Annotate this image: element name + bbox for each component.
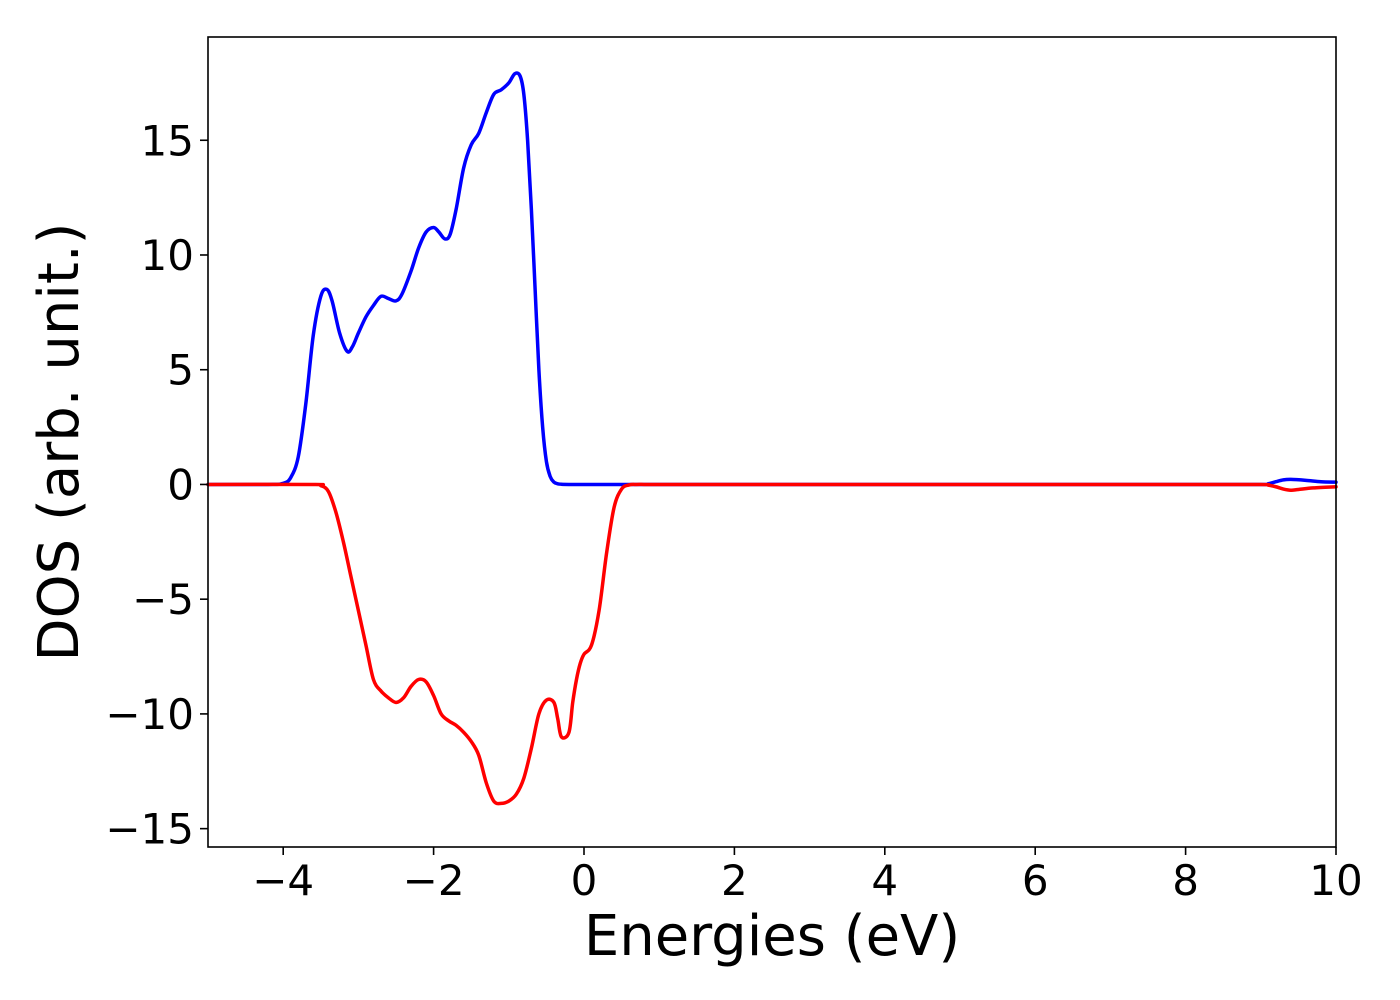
x-tick-label: 0 xyxy=(571,856,598,905)
plot-frame xyxy=(207,36,1337,848)
x-tick-label: 10 xyxy=(1309,856,1362,905)
series-line-blue xyxy=(206,71,1338,487)
y-tick-label: 0 xyxy=(167,460,194,509)
y-tick-label: −15 xyxy=(105,805,194,854)
x-tick-label: −4 xyxy=(252,856,314,905)
y-tick-label: 5 xyxy=(167,346,194,395)
x-axis-ticks: −4 −2 0 2 4 6 8 10 xyxy=(252,847,1363,905)
y-tick-label: 15 xyxy=(141,116,194,165)
y-tick-label: −10 xyxy=(105,690,194,739)
x-tick-label: 8 xyxy=(1172,856,1199,905)
y-tick-label: 10 xyxy=(141,231,194,280)
x-tick-label: 6 xyxy=(1022,856,1049,905)
x-tick-label: −2 xyxy=(403,856,465,905)
series-line-red xyxy=(206,482,1338,806)
x-axis-label: Energies (eV) xyxy=(584,904,960,969)
y-tick-label: −5 xyxy=(132,575,194,624)
y-axis-label: DOS (arb. unit.) xyxy=(27,222,92,661)
x-tick-label: 2 xyxy=(721,856,748,905)
x-tick-label: 4 xyxy=(871,856,898,905)
y-axis-ticks: −15 −10 −5 0 5 10 15 xyxy=(105,116,208,854)
series-layer xyxy=(206,71,1338,806)
